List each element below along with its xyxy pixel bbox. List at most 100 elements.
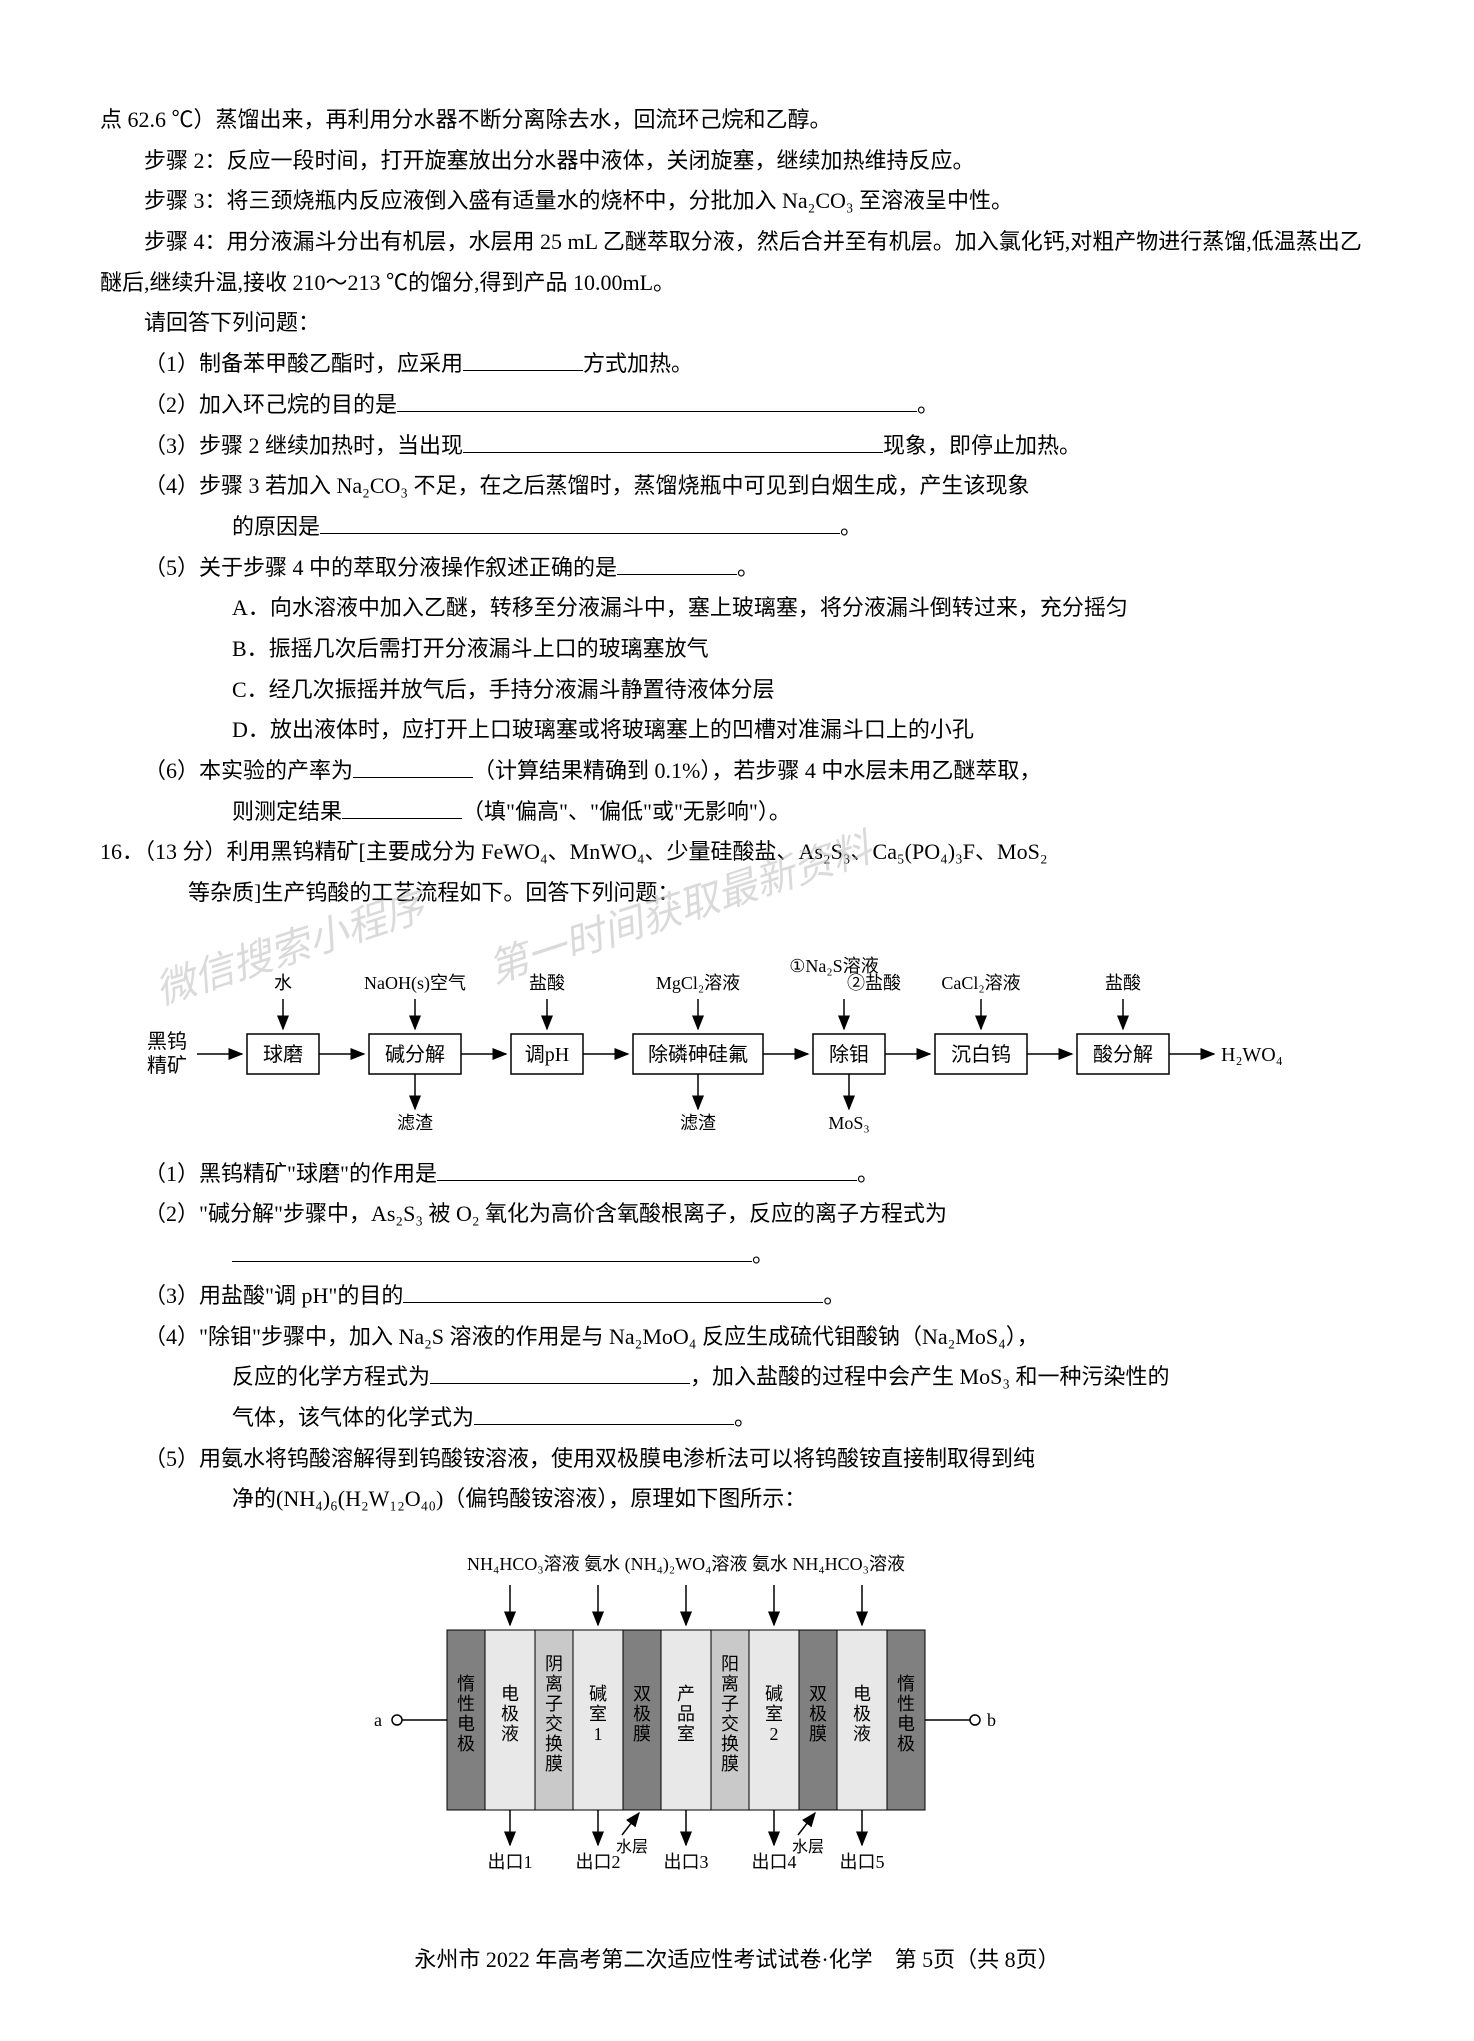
q1: （1）制备苯甲酸乙酯时，应采用方式加热。 [100,344,1374,385]
svg-text:电: 电 [457,1714,475,1734]
q16-3a: （3）用盐酸"调 pH"的目的 [144,1283,403,1308]
q6-line1: （6）本实验的产率为 （计算结果精确到 0.1%），若步骤 4 中水层未用乙醚萃取… [100,751,1374,792]
q6c: 则测定结果 [232,799,342,824]
q16-2b: 。 [752,1242,774,1267]
answer-prompt: 请回答下列问题： [100,303,1374,344]
svg-text:出口1: 出口1 [488,1852,533,1872]
svg-text:出口2: 出口2 [576,1852,621,1872]
svg-text:液: 液 [501,1724,519,1744]
svg-text:盐酸: 盐酸 [529,973,565,993]
q4c: 。 [840,514,862,539]
svg-text:出口4: 出口4 [752,1852,797,1872]
svg-text:电: 电 [897,1714,915,1734]
q16-4-line2: 反应的化学方程式为 ，加入盐酸的过程中会产生 MoS₃ 和一种污染性的 [100,1357,1374,1398]
flowchart-1: 黑钨精矿球磨碱分解调pH除磷砷硅氟除钼沉白钨酸分解H₂WO₄水NaOH(s)空气… [100,934,1374,1144]
svg-text:极: 极 [853,1704,871,1724]
q6d: （填"偏高"、"偏低"或"无影响"）。 [462,799,791,824]
svg-text:极: 极 [809,1704,827,1724]
q1a: （1）制备苯甲酸乙酯时，应采用 [144,351,463,376]
q16-4d: 气体，该气体的化学式为 [232,1405,474,1430]
intro-step4: 步骤 4：用分液漏斗分出有机层，水层用 25 mL 乙醚萃取分液，然后合并至有机… [100,222,1374,303]
q16-1: （1）黑钨精矿"球磨"的作用是。 [100,1154,1374,1195]
svg-text:b: b [987,1710,996,1730]
intro-step2: 步骤 2：反应一段时间，打开旋塞放出分水器中液体，关闭旋塞，继续加热维持反应。 [100,141,1374,182]
q16-4-line3: 气体，该气体的化学式为 。 [100,1398,1374,1439]
blank [353,755,473,778]
blank [617,552,737,575]
blank [463,430,883,453]
svg-text:性: 性 [897,1694,915,1714]
svg-text:球磨: 球磨 [263,1043,303,1066]
svg-text:调pH: 调pH [525,1043,569,1066]
svg-text:除磷砷硅氟: 除磷砷硅氟 [648,1043,748,1066]
svg-text:膜: 膜 [809,1724,827,1744]
svg-text:碱: 碱 [589,1684,607,1704]
svg-text:除钼: 除钼 [829,1043,869,1066]
blank [474,1402,734,1425]
svg-text:子: 子 [721,1694,739,1714]
q4-line2: 的原因是。 [100,507,1374,548]
svg-text:双: 双 [633,1684,651,1704]
q16-4c: ，加入盐酸的过程中会产生 MoS₃ 和一种污染性的 [690,1364,1169,1389]
q3a: （3）步骤 2 继续加热时，当出现 [144,433,463,458]
blank [463,348,583,371]
q16-block: 微信搜索小程序 第一时间获取最新资料 16．（13 分）利用黑钨精矿[主要成分为… [100,832,1374,1143]
q16-2a: （2）"碱分解"步骤中，As₂S₃ 被 O₂ 氧化为高价含氧酸根离子，反应的离子… [100,1194,1374,1235]
optA: A．向水溶液中加入乙醚，转移至分液漏斗中，塞上玻璃塞，将分液漏斗倒转过来，充分摇… [100,588,1374,629]
q5: （5）关于步骤 4 中的萃取分液操作叙述正确的是。 [100,548,1374,589]
svg-text:碱: 碱 [765,1684,783,1704]
svg-text:盐酸: 盐酸 [1105,973,1141,993]
svg-text:滤渣: 滤渣 [397,1113,433,1133]
optB: B．振摇几次后需打开分液漏斗上口的玻璃塞放气 [100,629,1374,670]
optC: C．经几次振摇并放气后，手持分液漏斗静置待液体分层 [100,670,1374,711]
optD: D．放出液体时，应打开上口玻璃塞或将玻璃塞上的凹槽对准漏斗口上的小孔 [100,710,1374,751]
q3b: 现象，即停止加热。 [883,433,1081,458]
svg-text:黑钨: 黑钨 [147,1030,187,1053]
svg-text:阴: 阴 [545,1654,563,1674]
svg-text:产: 产 [677,1684,695,1704]
svg-text:水: 水 [274,973,292,993]
flowchart-1-svg: 黑钨精矿球磨碱分解调pH除磷砷硅氟除钼沉白钨酸分解H₂WO₄水NaOH(s)空气… [137,934,1337,1144]
svg-text:膜: 膜 [721,1754,739,1774]
svg-text:液: 液 [853,1724,871,1744]
diagram-2: 惰性电极电极液阴离子交换膜碱室1双极膜产品室阳离子交换膜碱室2双极膜电极液惰性电… [100,1540,1374,1900]
svg-text:换: 换 [721,1734,739,1754]
q16-1a: （1）黑钨精矿"球磨"的作用是 [144,1161,437,1186]
svg-text:MgCl₂溶液: MgCl₂溶液 [656,973,740,993]
svg-text:沉白钨: 沉白钨 [951,1043,1011,1066]
q2a: （2）加入环己烷的目的是 [144,392,397,417]
svg-text:2: 2 [770,1724,779,1744]
q2: （2）加入环己烷的目的是。 [100,385,1374,426]
q16-4b: 反应的化学方程式为 [232,1364,430,1389]
blank [232,1239,752,1262]
q3: （3）步骤 2 继续加热时，当出现 现象，即停止加热。 [100,426,1374,467]
q16-5b: 净的(NH₄)₆(H₂W₁₂O₄₀)（偏钨酸铵溶液），原理如下图所示： [100,1479,1374,1520]
blank [320,511,840,534]
svg-text:换: 换 [545,1734,563,1754]
blank [342,796,462,819]
svg-text:品: 品 [677,1704,695,1724]
q6a: （6）本实验的产率为 [144,758,353,783]
svg-text:碱分解: 碱分解 [385,1043,445,1066]
q16-5a: （5）用氨水将钨酸溶解得到钨酸铵溶液，使用双极膜电渗析法可以将钨酸铵直接制取得到… [100,1439,1374,1480]
q16-3: （3）用盐酸"调 pH"的目的。 [100,1276,1374,1317]
intro-step3: 步骤 3：将三颈烧瓶内反应液倒入盛有适量水的烧杯中，分批加入 Na₂CO₃ 至溶… [100,181,1374,222]
svg-text:电: 电 [853,1684,871,1704]
svg-text:极: 极 [897,1734,915,1754]
svg-text:室: 室 [677,1724,695,1744]
svg-text:CaCl₂溶液: CaCl₂溶液 [941,973,1020,993]
q16-2b-line: 。 [100,1235,1374,1276]
svg-text:膜: 膜 [633,1724,651,1744]
svg-text:膜: 膜 [545,1754,563,1774]
svg-text:阳: 阳 [721,1654,739,1674]
svg-text:极: 极 [457,1734,475,1754]
svg-text:极: 极 [501,1704,519,1724]
q16-4e: 。 [734,1405,756,1430]
svg-text:1: 1 [594,1724,603,1744]
svg-text:惰: 惰 [457,1674,475,1694]
q16-4a: （4）"除钼"步骤中，加入 Na₂S 溶液的作用是与 Na₂MoO₄ 反应生成硫… [100,1317,1374,1358]
diagram-2-svg: 惰性电极电极液阴离子交换膜碱室1双极膜产品室阳离子交换膜碱室2双极膜电极液惰性电… [287,1540,1187,1900]
q16-head: 16．（13 分）利用黑钨精矿[主要成分为 FeWO₄、MnWO₄、少量硅酸盐、… [100,832,1374,873]
q6b: （计算结果精确到 0.1%），若步骤 4 中水层未用乙醚萃取， [473,758,1041,783]
svg-text:子: 子 [545,1694,563,1714]
